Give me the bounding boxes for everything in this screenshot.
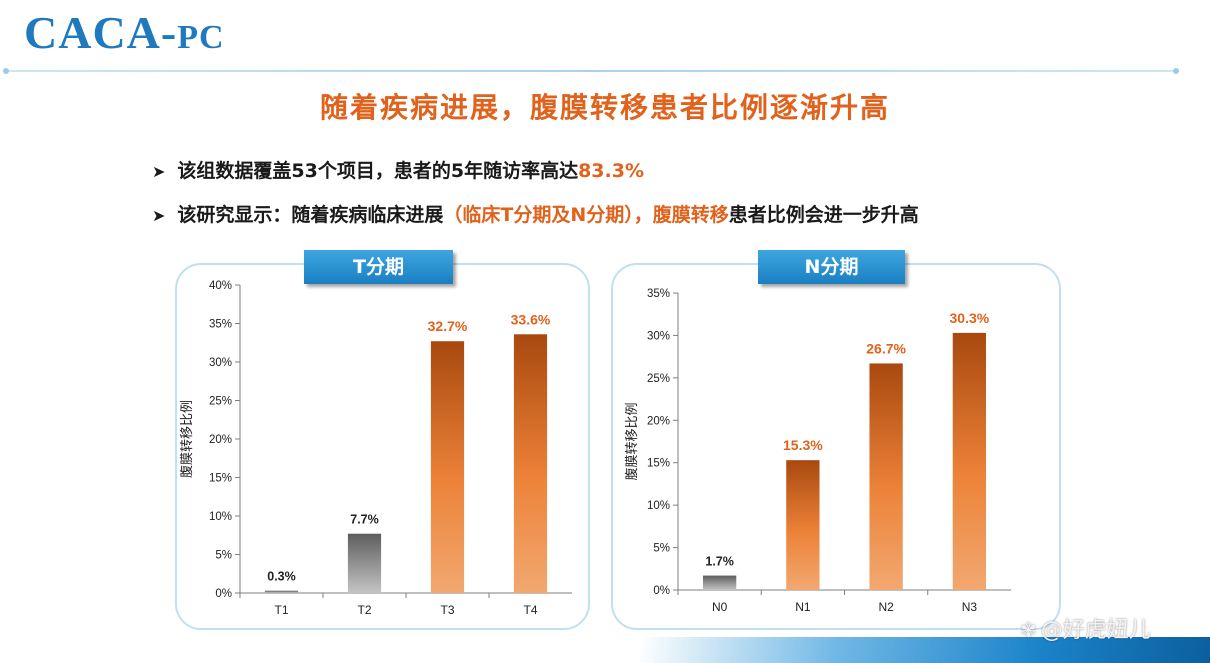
y-tick-label: 35% — [647, 288, 670, 300]
bullet-2-text: 该研究显示：随着疾病临床进展 — [177, 204, 444, 226]
bar-n3 — [952, 332, 987, 590]
y-tick-label: 30% — [209, 357, 232, 369]
bullet-2-highlight: （临床T分期及N分期），腹膜转移 — [443, 204, 729, 226]
data-label-t1: 0.3% — [267, 570, 296, 584]
watermark: ✾ @好虎妞儿 — [1020, 612, 1151, 644]
bar-n2 — [869, 363, 903, 590]
x-tick-label: N2 — [878, 600, 894, 614]
x-tick-label: T1 — [274, 603, 288, 617]
y-tick-label: 0% — [653, 585, 670, 597]
bar-t4 — [513, 334, 548, 593]
bullet-1-highlight: 83.3% — [578, 160, 644, 182]
y-tick-label: 20% — [209, 434, 232, 446]
bullet-2-tail: 患者比例会进一步升高 — [728, 204, 919, 226]
y-tick-label: 40% — [209, 280, 232, 292]
data-label-n1: 15.3% — [783, 437, 823, 453]
slide-headline: 随着疾病进展，腹膜转移患者比例逐渐升高 — [319, 91, 890, 124]
arrow-bullet-icon: ➤ — [152, 162, 166, 181]
y-tick-label: 5% — [215, 550, 232, 562]
t-stage-chart: 0% 5% 10% 15% 20% 25% 30% 35% 40% 腹膜转移比例 0.3% T1 7.7… — [179, 280, 572, 617]
y-tick-label: 15% — [647, 458, 670, 470]
y-tick-label: 25% — [647, 373, 670, 385]
bar-t3 — [430, 341, 465, 593]
y-tick-label: 0% — [215, 588, 232, 600]
y-tick-label: 20% — [647, 415, 670, 427]
bullet-1: ➤ 该组数据覆盖53个项目，患者的5年随访率高达83.3% — [152, 156, 644, 183]
header-divider — [3, 68, 1179, 74]
x-tick-label: T4 — [523, 603, 537, 617]
n-stage-chart: 0% 5% 10% 15% 20% 25% 30% 35% 腹膜转移比例 1.7% N0 15.3% N… — [624, 288, 1011, 614]
y-tick-label: 30% — [647, 330, 670, 342]
x-tick-label: N0 — [712, 600, 728, 614]
x-tick-label: N3 — [962, 600, 978, 614]
data-label-n3: 30.3% — [950, 310, 990, 326]
bar-t2 — [347, 533, 382, 593]
butterfly-icon: ✾ — [1020, 618, 1037, 642]
bar-n1 — [786, 460, 820, 590]
footer-band — [640, 637, 1210, 663]
logo-suffix: PC — [177, 19, 225, 56]
bullet-2: ➤ 该研究显示：随着疾病临床进展（临床T分期及N分期），腹膜转移患者比例会进一步升… — [152, 200, 919, 227]
y-tick-label: 10% — [647, 500, 670, 512]
arrow-bullet-icon: ➤ — [152, 206, 166, 225]
data-label-t4: 33.6% — [511, 311, 551, 327]
watermark-text: @好虎妞儿 — [1040, 618, 1151, 643]
y-tick-label: 5% — [653, 543, 670, 555]
bar-n0 — [702, 575, 737, 590]
bullet-1-text: 该组数据覆盖53个项目，患者的5年随访率高达 — [177, 160, 579, 182]
bar-t1 — [264, 590, 299, 593]
y-tick-label: 15% — [209, 473, 232, 485]
data-label-t3: 32.7% — [428, 318, 468, 334]
logo-main: CACA- — [24, 7, 178, 58]
x-tick-label: N1 — [795, 600, 811, 614]
y-tick-label: 35% — [209, 319, 232, 331]
data-label-n0: 1.7% — [705, 555, 734, 569]
data-label-t2: 7.7% — [350, 513, 379, 527]
y-tick-label: 25% — [209, 396, 232, 408]
y-tick-label: 10% — [209, 511, 232, 523]
x-tick-label: T2 — [357, 603, 371, 617]
t-stage-title: T分期 — [304, 250, 453, 284]
n-stage-title: N分期 — [758, 250, 905, 284]
data-label-n2: 26.7% — [866, 340, 906, 356]
logo: CACA-PC — [24, 6, 225, 59]
y-axis-label: 腹膜转移比例 — [624, 402, 640, 480]
y-axis-label: 腹膜转移比例 — [179, 400, 195, 478]
x-tick-label: T3 — [440, 603, 454, 617]
